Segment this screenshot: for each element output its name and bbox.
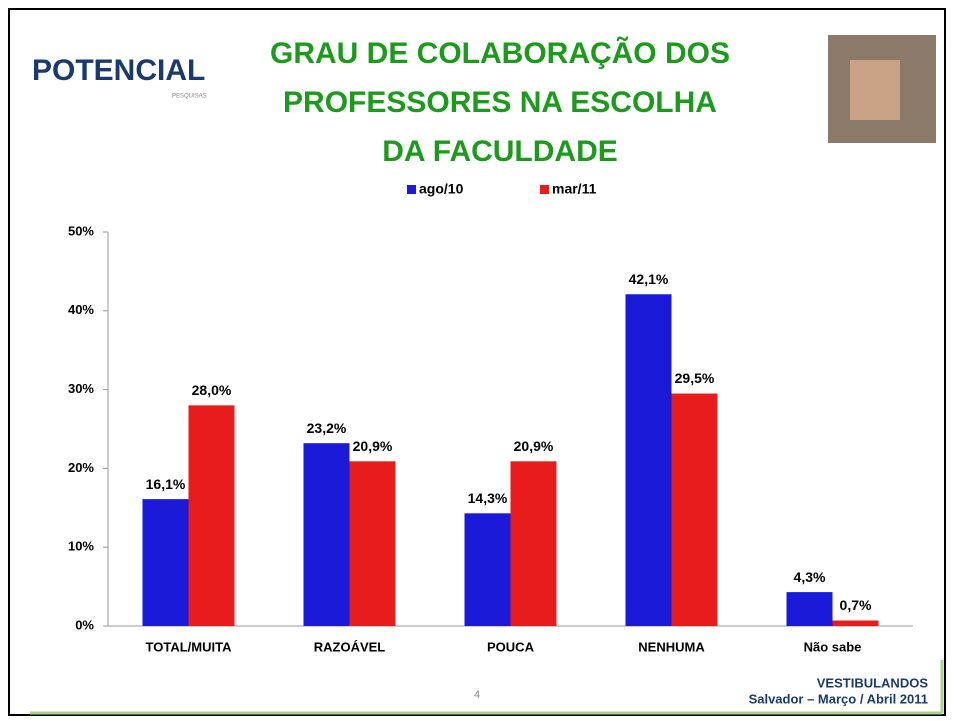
value-label: 16,1% (146, 476, 186, 492)
value-label: 20,9% (353, 438, 393, 454)
x-tick-label: NENHUMA (638, 639, 705, 654)
y-tick-label: 0% (75, 617, 94, 632)
bar (142, 499, 189, 626)
bar (349, 461, 396, 626)
page-number: 4 (474, 689, 480, 701)
slide-border (8, 8, 946, 716)
y-tick-label: 30% (68, 381, 94, 396)
x-tick-label: Não sabe (804, 639, 862, 654)
y-tick-label: 50% (68, 223, 94, 238)
legend-swatch (407, 185, 416, 194)
value-label: 42,1% (629, 271, 669, 287)
x-tick-label: POUCA (487, 639, 535, 654)
x-tick-label: RAZOÁVEL (314, 639, 386, 654)
x-tick-label: TOTAL/MUITA (146, 639, 233, 654)
bar (510, 461, 557, 626)
chart-title: PROFESSORES NA ESCOLHA (283, 86, 717, 119)
footer-survey: VESTIBULANDOS (817, 675, 929, 690)
legend-label: mar/11 (552, 181, 597, 197)
chart-title: DA FACULDADE (382, 135, 618, 168)
bar (671, 393, 718, 626)
bar (303, 443, 350, 626)
bar (625, 294, 672, 626)
value-label: 20,9% (514, 438, 554, 454)
logo-tagline: PESQUISAS (172, 94, 207, 100)
logo: POTENCIAL (32, 54, 205, 87)
bar (188, 405, 235, 626)
legend-label: ago/10 (419, 181, 464, 197)
bar (786, 592, 833, 626)
value-label: 29,5% (675, 370, 715, 386)
value-label: 0,7% (840, 597, 872, 613)
y-tick-label: 20% (68, 460, 94, 475)
chart-title: GRAU DE COLABORAÇÃO DOS (270, 36, 730, 70)
value-label: 14,3% (468, 490, 508, 506)
photo-detail (850, 60, 900, 120)
bar (832, 620, 879, 626)
value-label: 4,3% (794, 569, 826, 585)
y-tick-label: 10% (68, 539, 94, 554)
value-label: 23,2% (307, 420, 347, 436)
y-tick-label: 40% (68, 302, 94, 317)
value-label: 28,0% (192, 382, 232, 398)
legend-swatch (540, 185, 549, 194)
bar (464, 513, 511, 626)
footer-place: Salvador – Março / Abril 2011 (749, 691, 928, 706)
